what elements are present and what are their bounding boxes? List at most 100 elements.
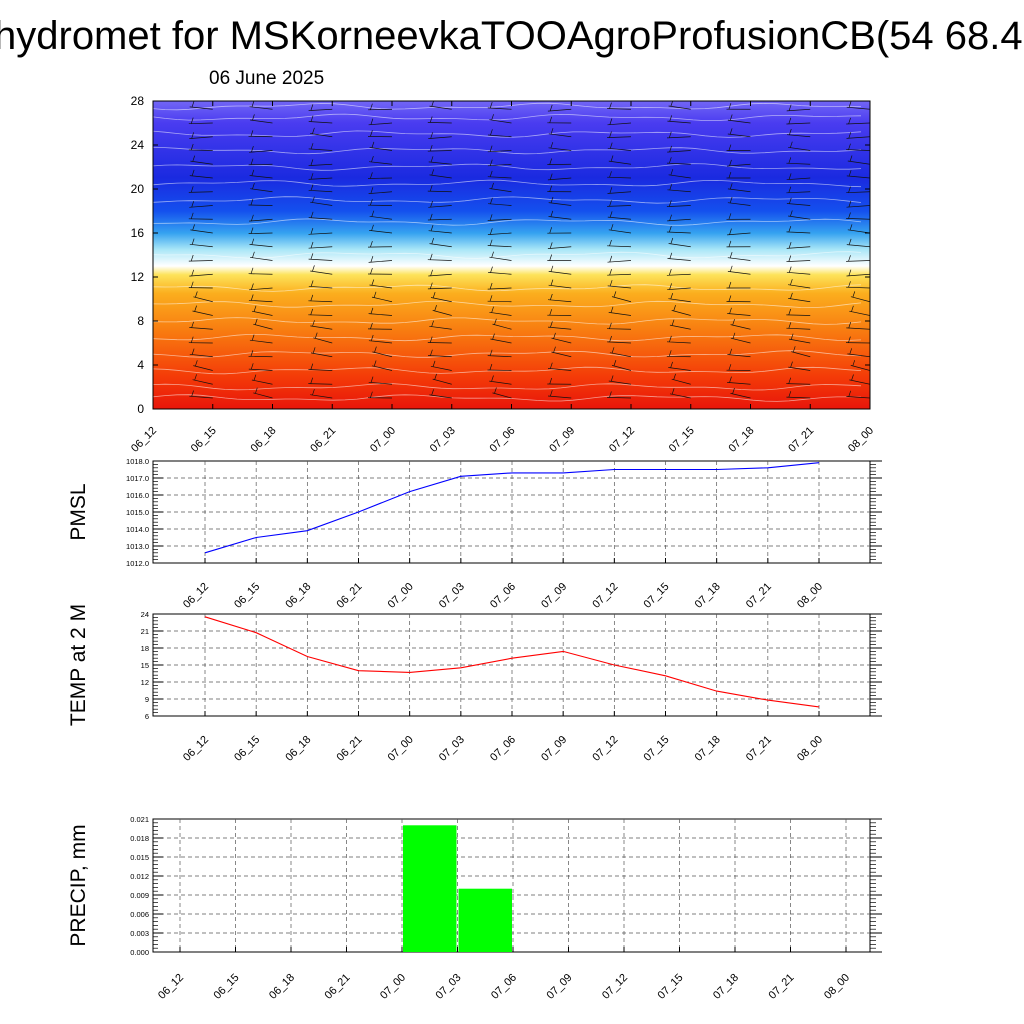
wind-barb (846, 117, 870, 125)
y-tick-label: 20 (131, 182, 145, 196)
y-tick-label: 1017.0 (126, 474, 149, 483)
wind-barb (846, 186, 870, 194)
wind-barb (193, 291, 213, 303)
wind-barb (308, 159, 333, 166)
wind-barb (369, 224, 393, 234)
x-tick-label: 06_18 (283, 734, 313, 764)
wind-barb (547, 185, 572, 193)
wind-barb (667, 115, 691, 124)
y-tick-label: 0.018 (130, 834, 149, 843)
y-tick-label: 1016.0 (126, 491, 149, 500)
wind-barb (188, 143, 213, 151)
wind-barb (727, 159, 751, 167)
wind-barb (607, 239, 632, 248)
y-tick-label: 1012.0 (126, 559, 149, 568)
wind-barb (427, 185, 452, 193)
wind-barb (487, 349, 512, 358)
wind-barb (667, 214, 691, 222)
x-tick-label: 07_00 (386, 581, 416, 611)
wind-barb (308, 104, 333, 111)
y-tick-label: 0.009 (130, 891, 149, 900)
wind-barb (666, 350, 691, 358)
wind-barb (308, 294, 333, 303)
wind-barb (428, 156, 452, 165)
wind-barb (427, 116, 452, 124)
wind-barb (547, 104, 572, 112)
wind-barb (846, 390, 870, 399)
wind-barb (547, 293, 572, 303)
wind-barb (788, 141, 811, 151)
y-tick-label: 0.012 (130, 872, 149, 881)
wind-barb (788, 361, 811, 371)
wind-barb (429, 237, 452, 248)
wind-barb (490, 333, 512, 344)
wind-barb (850, 360, 870, 371)
wind-barb (487, 295, 512, 303)
wind-barb (429, 101, 452, 110)
wind-barb (308, 280, 333, 289)
wind-barb (607, 200, 632, 207)
wind-barb (668, 292, 691, 303)
contour-line (153, 334, 862, 342)
wind-barb (726, 171, 751, 179)
y-tick-label: 0.006 (130, 910, 149, 919)
wind-barb (607, 211, 632, 220)
wind-barb (847, 224, 870, 234)
wind-barb (371, 291, 393, 303)
wind-barb (308, 377, 333, 385)
wind-barb (846, 238, 870, 248)
chart-title: hydromet for MSKorneevkaTOOAgroProfusion… (0, 14, 1023, 58)
wind-barb (727, 114, 751, 124)
wind-barb (548, 196, 572, 206)
y-tick-label: 28 (131, 94, 145, 108)
x-tick-label: 07_06 (488, 734, 518, 764)
contour-line (153, 218, 862, 226)
wind-barb (427, 349, 452, 358)
wind-barb (427, 253, 452, 261)
contour-line (153, 196, 862, 204)
wind-barb (253, 318, 273, 330)
wind-barb (308, 115, 333, 124)
wind-barb (368, 255, 393, 263)
wind-barb (667, 252, 691, 261)
wind-barb (153, 356, 154, 357)
wind-barb (786, 322, 811, 330)
x-tick-label: 06_15 (232, 581, 262, 611)
wind-barb (488, 266, 512, 275)
x-tick-label: 07_12 (590, 734, 620, 764)
wind-barb (547, 321, 572, 330)
wind-barb (248, 198, 273, 206)
wind-barb (427, 144, 452, 152)
x-tick-label: 06_21 (323, 972, 353, 1002)
wind-barb (667, 183, 691, 193)
contour-line (153, 113, 862, 121)
wind-barb (846, 321, 870, 330)
wind-barb (666, 200, 691, 207)
contour-line (153, 179, 862, 188)
wind-barb (487, 214, 512, 221)
wind-barb (669, 319, 691, 330)
y-tick-label: 15 (141, 661, 149, 670)
wind-barb (846, 269, 870, 277)
contour-line (153, 163, 862, 171)
wind-barb (726, 213, 751, 220)
wind-barb (369, 141, 393, 151)
x-tick-label: 06_12 (129, 425, 159, 455)
wind-barb (427, 336, 452, 344)
x-tick-label: 07_09 (547, 425, 577, 455)
wind-barb (788, 333, 811, 344)
wind-barb (607, 171, 632, 179)
wind-barb (846, 143, 870, 151)
wind-barb (153, 301, 154, 302)
wind-barb (428, 200, 452, 208)
x-tick-label: 08_00 (846, 425, 876, 455)
x-tick-label: 07_00 (378, 972, 408, 1002)
y-tick-label: 1015.0 (126, 508, 149, 517)
wind-barb (489, 375, 512, 385)
wind-barb (606, 322, 632, 330)
wind-barb (607, 255, 632, 263)
wind-barb (367, 322, 393, 330)
wind-barb (666, 335, 691, 344)
y-tick-label: 12 (131, 270, 145, 284)
